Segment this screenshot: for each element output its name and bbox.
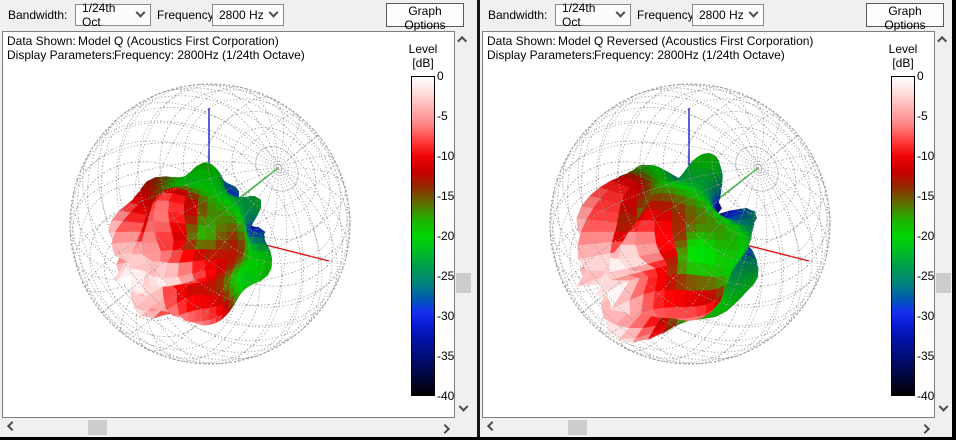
vertical-scroll-thumb[interactable] bbox=[936, 273, 951, 293]
chevron-up-icon bbox=[937, 35, 948, 46]
plot-info: Data Shown: Model Q Reversed (Acoustics F… bbox=[487, 34, 813, 62]
bandwidth-label: Bandwidth: bbox=[488, 8, 548, 22]
legend-tick: -40 bbox=[437, 389, 455, 403]
toolbar: Bandwidth: 1/24th Oct Frequency: 2800 Hz… bbox=[0, 0, 477, 32]
legend-tick: -10 bbox=[437, 149, 455, 163]
legend-tick: -30 bbox=[917, 309, 935, 323]
chevron-right-icon bbox=[920, 423, 931, 434]
legend-tick: -5 bbox=[917, 109, 928, 123]
chevron-up-icon bbox=[457, 35, 468, 46]
legend-tick: -40 bbox=[917, 389, 935, 403]
data-shown-value: Model Q Reversed (Acoustics First Corpor… bbox=[558, 34, 814, 48]
level-legend: Level [dB] 0 -5 -10 -15 -20 -25 -30 -35 -40 bbox=[401, 42, 455, 414]
chevron-down-icon bbox=[615, 7, 626, 18]
plot-area: Data Shown: Model Q (Acoustics First Corp… bbox=[2, 31, 455, 418]
panel-model-q-reversed: Bandwidth: 1/24th Oct Frequency: 2800 Hz… bbox=[480, 0, 952, 437]
horizontal-scroll-thumb[interactable] bbox=[88, 420, 107, 435]
display-parameters-value: Frequency: 2800Hz (1/24th Octave) bbox=[114, 48, 305, 62]
horizontal-scrollbar[interactable] bbox=[482, 419, 935, 436]
frequency-label: Frequency: bbox=[637, 8, 698, 22]
frequency-value: 2800 Hz bbox=[699, 8, 744, 22]
legend-title: Level bbox=[888, 42, 918, 56]
legend-colorbar bbox=[891, 76, 915, 396]
display-parameters-value: Frequency: 2800Hz (1/24th Octave) bbox=[594, 48, 785, 62]
scroll-left-button[interactable] bbox=[2, 419, 19, 436]
chevron-down-icon bbox=[938, 401, 949, 412]
legend-tick: -15 bbox=[437, 189, 455, 203]
legend-tick: -5 bbox=[437, 109, 448, 123]
level-legend: Level [dB] 0 -5 -10 -15 -20 -25 -30 -35 -40 bbox=[881, 42, 935, 414]
bandwidth-select[interactable]: 1/24th Oct bbox=[75, 1, 151, 29]
bandwidth-select[interactable]: 1/24th Oct bbox=[555, 1, 631, 29]
vertical-scrollbar[interactable] bbox=[935, 31, 952, 418]
data-shown-label: Data Shown: bbox=[7, 34, 76, 48]
legend-tick: -25 bbox=[917, 269, 935, 283]
frequency-select[interactable]: 2800 Hz bbox=[692, 4, 764, 26]
scroll-right-button[interactable] bbox=[438, 419, 455, 436]
horizontal-scrollbar[interactable] bbox=[2, 419, 455, 436]
data-shown-value: Model Q (Acoustics First Corporation) bbox=[78, 34, 279, 48]
legend-tick: -35 bbox=[917, 349, 935, 363]
frequency-select[interactable]: 2800 Hz bbox=[212, 4, 284, 26]
scroll-up-button[interactable] bbox=[455, 31, 472, 48]
balloon-plot-model-q[interactable] bbox=[3, 32, 455, 417]
scroll-up-button[interactable] bbox=[935, 31, 952, 48]
legend-units: [dB] bbox=[892, 56, 914, 70]
legend-colorbar bbox=[411, 76, 435, 396]
frequency-label: Frequency: bbox=[157, 8, 218, 22]
legend-units: [dB] bbox=[412, 56, 434, 70]
graph-options-button[interactable]: Graph Options bbox=[386, 3, 464, 32]
panel-divider bbox=[477, 0, 480, 437]
legend-tick: -35 bbox=[437, 349, 455, 363]
legend-tick: -25 bbox=[437, 269, 455, 283]
legend-tick: -20 bbox=[437, 229, 455, 243]
panel-model-q: Bandwidth: 1/24th Oct Frequency: 2800 Hz… bbox=[0, 0, 477, 437]
legend-tick: 0 bbox=[917, 69, 924, 83]
display-parameters-label: Display Parameters: bbox=[7, 48, 116, 62]
chevron-down-icon bbox=[135, 7, 146, 18]
legend-tick: -20 bbox=[917, 229, 935, 243]
data-shown-label: Data Shown: bbox=[487, 34, 556, 48]
scroll-left-button[interactable] bbox=[482, 419, 499, 436]
legend-tick: 0 bbox=[437, 69, 444, 83]
scroll-right-button[interactable] bbox=[918, 419, 935, 436]
scroll-down-button[interactable] bbox=[935, 401, 952, 418]
legend-tick: -10 bbox=[917, 149, 935, 163]
plot-area: Data Shown: Model Q Reversed (Acoustics F… bbox=[482, 31, 935, 418]
legend-tick: -30 bbox=[437, 309, 455, 323]
vertical-scrollbar[interactable] bbox=[455, 31, 472, 418]
bandwidth-value: 1/24th Oct bbox=[82, 1, 116, 29]
display-parameters-label: Display Parameters: bbox=[487, 48, 596, 62]
legend-tick: -15 bbox=[917, 189, 935, 203]
plot-info: Data Shown: Model Q (Acoustics First Corp… bbox=[7, 34, 305, 62]
toolbar: Bandwidth: 1/24th Oct Frequency: 2800 Hz… bbox=[480, 0, 952, 32]
chevron-left-icon bbox=[6, 421, 17, 432]
vertical-scroll-thumb[interactable] bbox=[456, 273, 471, 293]
chevron-right-icon bbox=[440, 423, 451, 434]
legend-title: Level bbox=[408, 42, 438, 56]
bandwidth-label: Bandwidth: bbox=[8, 8, 68, 22]
chevron-down-icon bbox=[748, 7, 759, 18]
balloon-plot-model-q-reversed[interactable] bbox=[483, 32, 935, 417]
chevron-left-icon bbox=[486, 421, 497, 432]
bandwidth-value: 1/24th Oct bbox=[562, 1, 596, 29]
graph-options-button[interactable]: Graph Options bbox=[866, 3, 944, 32]
frequency-value: 2800 Hz bbox=[219, 8, 264, 22]
chevron-down-icon bbox=[268, 7, 279, 18]
scroll-down-button[interactable] bbox=[455, 401, 472, 418]
horizontal-scroll-thumb[interactable] bbox=[568, 420, 587, 435]
chevron-down-icon bbox=[458, 401, 469, 412]
